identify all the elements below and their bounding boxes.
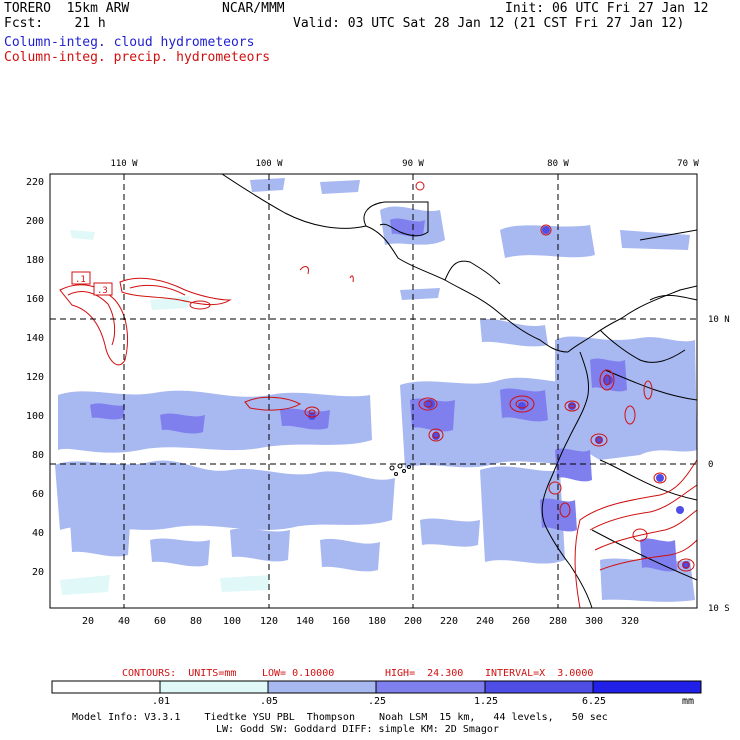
lon-label: 100 W [255,159,283,169]
lat-lon-grid [50,174,697,608]
contour-label-2: .3 [97,286,108,296]
lat-label: 10 N [708,315,730,325]
x-tick: 120 [260,616,278,627]
y-tick: 200 [26,216,44,227]
lon-label: 80 W [547,159,569,169]
y-tick: 220 [26,177,44,188]
precip-hydrometeor-contours [59,181,697,608]
x-tick: 300 [585,616,603,627]
colorbar-segment [376,681,485,693]
x-tick: 240 [476,616,494,627]
x-tick: 60 [154,616,166,627]
contour-label-1: .1 [75,275,86,285]
contours-units: CONTOURS: UNITS=mm [122,668,237,679]
model-title: TORERO 15km ARW [4,1,130,16]
colorbar-level: 6.25 [582,696,607,707]
contours-low: LOW= 0.10000 [262,668,335,679]
model-info: Model Info: V3.3.1 Tiedtke YSU PBL Thomp… [72,712,608,723]
y-tick: 20 [32,567,44,578]
x-tick: 100 [223,616,241,627]
plot-frame [49,173,698,609]
latitude-labels: 10 N 0 10 S [708,315,730,614]
colorbar-level: .01 [152,696,171,707]
colorbar-segment [593,681,701,693]
y-tick: 60 [32,489,44,500]
x-tick: 80 [190,616,202,627]
contour-label-box-1 [71,271,91,285]
contours-high: HIGH= 24.300 [385,668,464,679]
x-tick: 160 [332,616,350,627]
lon-label: 90 W [402,159,424,169]
x-tick: 20 [82,616,94,627]
colorbar-segment [52,681,160,693]
colorbar-unit: mm [682,696,695,707]
x-tick: 320 [621,616,639,627]
x-tick: 220 [440,616,458,627]
y-tick: 40 [32,528,44,539]
x-tick: 180 [368,616,386,627]
lon-label: 70 W [677,159,699,169]
x-tick: 40 [118,616,130,627]
colorbar-level: 1.25 [474,696,499,707]
lat-label: 10 S [708,604,730,614]
contour-label-box-2 [93,282,113,296]
coastlines [221,174,697,608]
x-tick: 260 [512,616,530,627]
x-tick: 200 [404,616,422,627]
y-tick: 100 [26,411,44,422]
contours-interval: INTERVAL=X 3.0000 [485,668,594,679]
lon-label: 110 W [110,159,138,169]
init-time: Init: 06 UTC Fri 27 Jan 12 [505,1,709,16]
colorbar-level: .25 [368,696,387,707]
field-cloud-label: Column-integ. cloud hydrometeors [4,35,255,50]
lat-label: 0 [708,460,713,470]
y-tick: 80 [32,450,44,461]
x-tick: 140 [296,616,314,627]
x-tick: 280 [549,616,567,627]
colorbar-segment [485,681,593,693]
cloud-hydrometeor-shading [55,178,697,602]
colorbar-segment [160,681,268,693]
longitude-labels: 110 W 100 W 90 W 80 W 70 W [110,159,699,169]
y-tick: 180 [26,255,44,266]
colorbar-segment [268,681,376,693]
field-precip-label: Column-integ. precip. hydrometeors [4,50,271,65]
y-tick: 140 [26,333,44,344]
forecast-hour: Fcst: 21 h [4,16,106,31]
x-tick-labels: 20 40 60 80 100 120 140 160 180 200 220 … [82,616,639,627]
valid-time: Valid: 03 UTC Sat 28 Jan 12 (21 CST Fri … [293,16,685,31]
y-tick: 120 [26,372,44,383]
colorbar [51,680,702,694]
org-label: NCAR/MMM [222,1,285,16]
colorbar-level: .05 [260,696,279,707]
y-tick: 160 [26,294,44,305]
y-tick-labels: 220 200 180 160 140 120 100 80 60 40 20 [26,177,44,578]
model-info-physics: LW: Godd SW: Goddard DIFF: simple KM: 2D… [216,724,499,735]
